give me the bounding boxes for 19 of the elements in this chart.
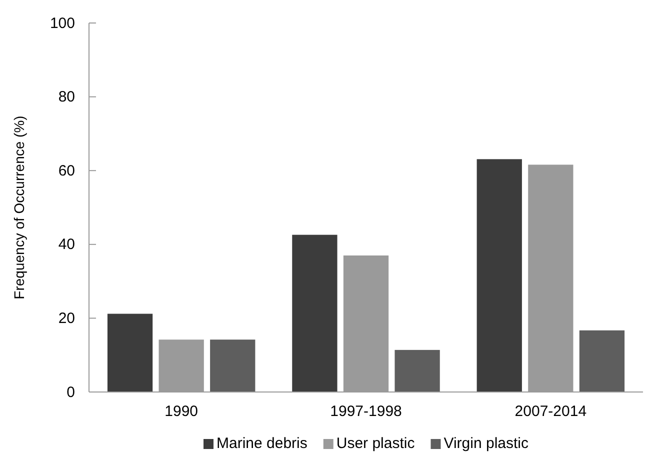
legend-label: User plastic bbox=[336, 435, 416, 452]
y-tick-label: 40 bbox=[58, 236, 75, 254]
x-tick-label: 2007-2014 bbox=[514, 403, 587, 420]
legend-label: Marine debris bbox=[216, 435, 308, 452]
x-tick-label: 1990 bbox=[164, 403, 198, 420]
bar bbox=[107, 314, 153, 392]
bar bbox=[579, 330, 625, 392]
bar bbox=[394, 350, 440, 392]
bar bbox=[210, 340, 256, 392]
y-tick-label: 0 bbox=[66, 384, 75, 401]
y-tick-label: 100 bbox=[50, 14, 75, 32]
x-tick-label: 1997-1998 bbox=[330, 403, 402, 420]
y-tick-label: 60 bbox=[58, 162, 75, 180]
y-tick-label: 80 bbox=[58, 88, 75, 106]
bar bbox=[292, 234, 338, 392]
bar bbox=[476, 159, 522, 392]
y-tick-label: 20 bbox=[58, 310, 75, 327]
legend-label: Virgin plastic bbox=[444, 435, 529, 452]
y-axis-title: Frequency of Occurrence (%) bbox=[11, 116, 27, 300]
